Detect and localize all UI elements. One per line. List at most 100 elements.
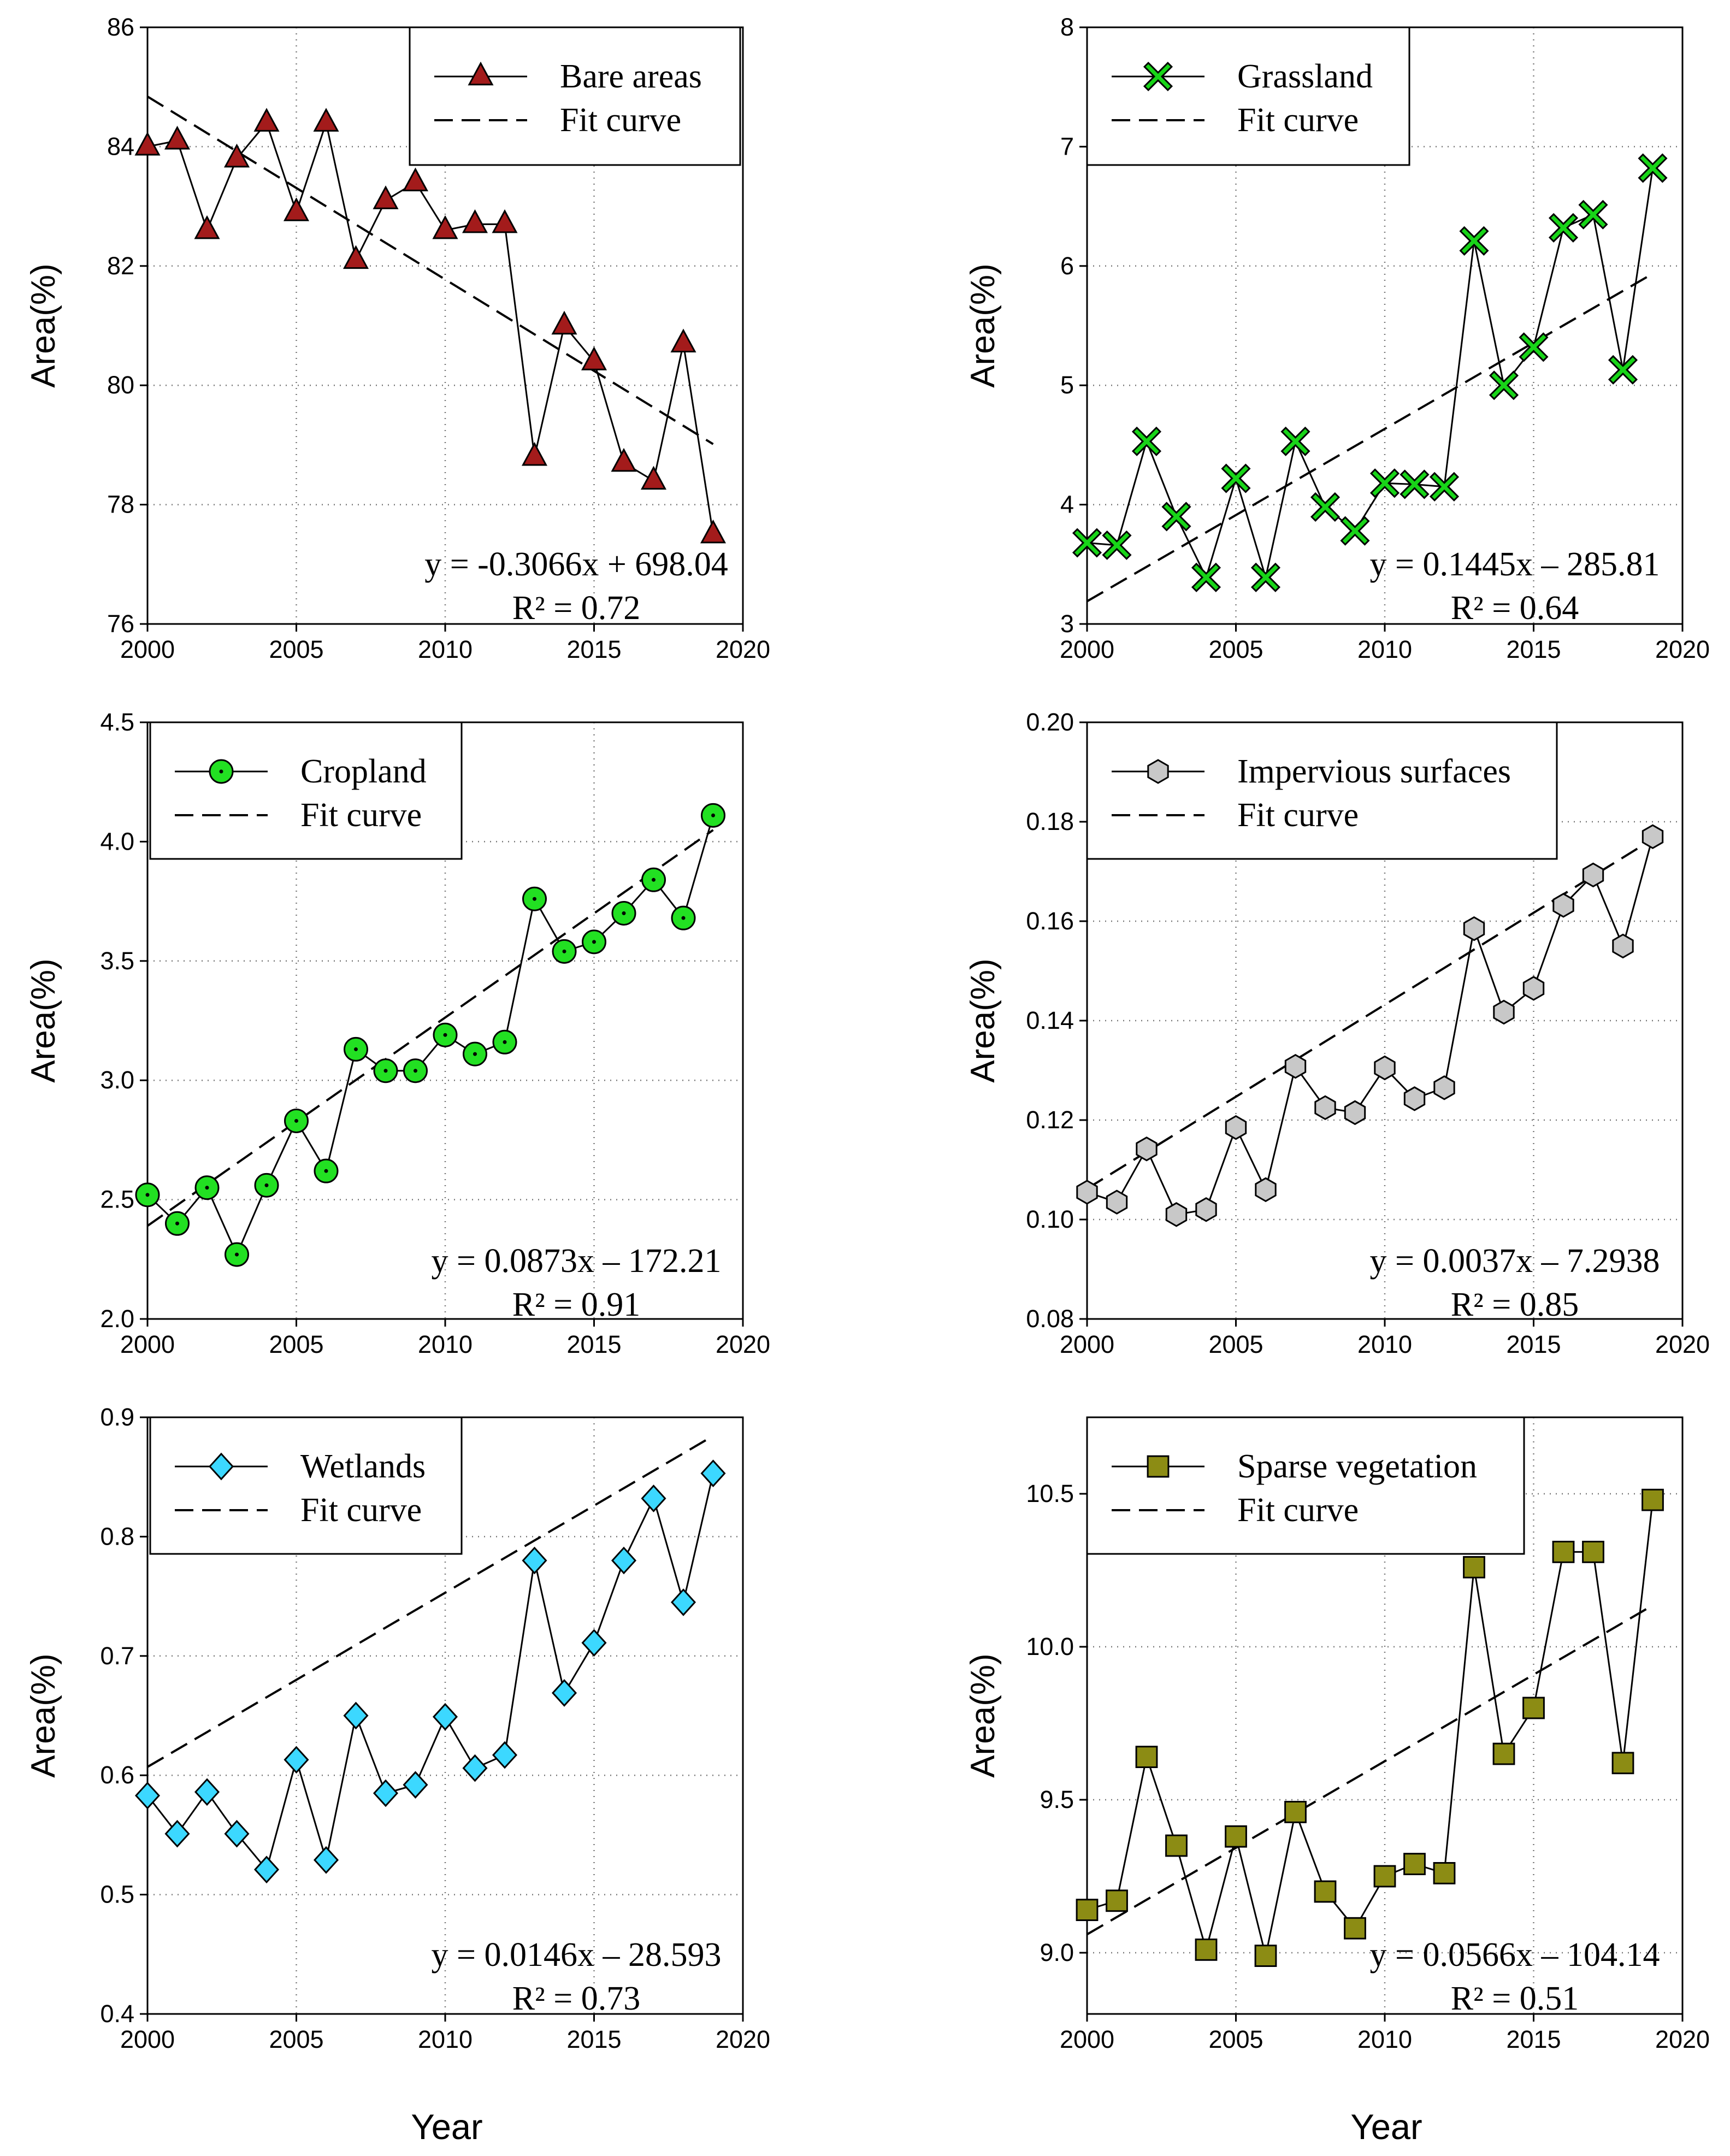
cropland-point-10-dot [443,1033,447,1037]
bare-areas-legend-box [409,26,741,166]
sparse-vegetation-legend-series-label: Sparse vegetation [1237,1448,1477,1485]
impervious-surfaces-point-13 [1463,916,1485,941]
wetlands-point-1 [164,1819,190,1848]
impervious-surfaces-ytick-label-1: 0.10 [1026,1205,1074,1233]
impervious-surfaces-xtick-label-3: 2015 [1506,1330,1561,1358]
sparse-vegetation-point-15 [1522,1696,1545,1719]
grassland-point-2 [1131,426,1162,456]
bare-areas-legend-marker [468,61,494,86]
sparse-vegetation-point-18 [1611,1752,1634,1775]
cropland-point-17-dot [652,877,656,882]
grassland-point-4-stroke-b [1194,565,1219,590]
bare-areas-point-1 [164,126,191,150]
grassland-point-3-stroke-b [1164,504,1189,529]
impervious-surfaces-ytick-label-3: 0.14 [1026,1006,1074,1034]
sparse-vegetation-equation: y = 0.0566x – 104.14 [1370,1936,1660,1974]
sparse-vegetation-ytick-label-0: 9.0 [1040,1939,1074,1966]
sparse-vegetation-xtick-label-2: 2010 [1357,2025,1412,2053]
cropland-ytick-label-2: 3.0 [100,1066,134,1094]
bare-areas-point-19 [700,519,727,544]
wetlands-point-8 [373,1779,399,1807]
grassland-xtick-label-2: 2010 [1357,635,1412,663]
sparse-vegetation-point-14 [1492,1742,1515,1765]
cropland-point-4 [254,1173,279,1198]
grassland-ytick-label-4: 7 [1060,132,1074,160]
wetlands-point-11 [462,1754,488,1782]
cropland-point-6 [314,1158,339,1183]
wetlands-ytick-label-5: 0.9 [100,1403,134,1431]
wetlands-legend-marker [208,1452,234,1481]
grassland-point-7-stroke-b [1283,429,1308,454]
cropland-point-2 [194,1175,220,1200]
cropland-point-2-dot [205,1186,209,1190]
cropland-xtick-label-4: 2020 [716,1330,770,1358]
impervious-surfaces-xtick-label-4: 2020 [1655,1330,1710,1358]
wetlands-xtick-label-4: 2020 [716,2025,770,2053]
sparse-vegetation-point-5 [1225,1825,1247,1848]
sparse-vegetation-point-19 [1642,1488,1664,1511]
grassland-point-1 [1102,530,1132,560]
sparse-vegetation-legend-fit-label: Fit curve [1237,1492,1359,1529]
bare-areas-legend-series-label: Bare areas [560,58,702,95]
bare-areas-xtick-label-0: 2000 [120,635,175,663]
sparse-vegetation-point-9 [1344,1917,1366,1940]
sparse-vegetation-point-2 [1135,1746,1158,1768]
wetlands-point-16 [611,1546,637,1575]
x-axis-title-left: Year [411,2107,482,2147]
cropland-point-1-dot [175,1221,179,1226]
impervious-surfaces-xtick-label-2: 2010 [1357,1330,1412,1358]
cropland-point-4-dot [264,1183,269,1187]
grassland-point-0-stroke-b [1074,530,1100,556]
bare-areas-xtick-label-1: 2005 [269,635,323,663]
wetlands-xtick-label-0: 2000 [120,2025,175,2053]
cropland-point-5 [284,1108,309,1133]
bare-areas-equation: y = -0.3066x + 698.04 [424,546,728,583]
bare-areas-point-6 [313,108,339,132]
cropland-point-14 [552,939,577,964]
sparse-vegetation-point-4 [1195,1939,1218,1961]
grassland-point-10 [1369,468,1400,498]
impervious-surfaces-point-11 [1403,1086,1426,1111]
bare-areas-point-15 [581,346,607,370]
grassland-point-17-stroke-b [1580,202,1606,227]
impervious-surfaces-point-18 [1612,933,1634,959]
wetlands-ytick-label-4: 0.8 [100,1522,134,1550]
wetlands-point-4 [253,1855,280,1884]
grassland-ytick-label-3: 6 [1060,252,1074,280]
sparse-vegetation-legend-marker [1147,1455,1170,1478]
cropland-point-9-dot [414,1069,417,1073]
impervious-surfaces-point-17 [1582,862,1604,888]
bare-areas-point-18 [670,328,696,352]
grassland-point-19 [1638,153,1668,183]
cropland-legend-box [149,721,463,860]
wetlands-xtick-label-1: 2005 [269,2025,323,2053]
wetlands-point-9 [403,1771,428,1799]
impervious-surfaces-point-0 [1076,1180,1098,1205]
bare-areas-point-7 [343,245,369,269]
grassland-point-11 [1400,469,1430,499]
bare-areas-ytick-label-0: 76 [107,610,134,638]
cropland-legend-marker-dot [219,769,223,774]
impervious-surfaces-point-9 [1344,1100,1366,1126]
cropland-point-13-dot [533,897,536,901]
grassland-point-9 [1340,516,1370,546]
sparse-vegetation-point-16 [1552,1541,1575,1563]
grassland-ytick-label-5: 8 [1060,13,1074,41]
grassland-point-5 [1221,463,1251,493]
impervious-surfaces-fit-line [1086,838,1654,1190]
impervious-surfaces-ytick-label-4: 0.16 [1026,907,1074,935]
impervious-surfaces-point-3 [1165,1202,1188,1227]
sparse-vegetation-ylabel: Area(%) [964,1653,1002,1777]
cropland-point-8-dot [383,1069,388,1073]
grassland-xtick-label-1: 2005 [1208,635,1263,663]
wetlands-point-10 [432,1703,458,1731]
cropland-point-8 [373,1058,398,1083]
cropland-point-15-dot [592,940,596,944]
cropland-point-7 [344,1036,368,1062]
grassland-point-13-stroke-b [1461,228,1487,254]
grassland-equation: y = 0.1445x – 285.81 [1370,546,1660,583]
impervious-surfaces-point-1 [1106,1189,1128,1215]
cropland-point-16-dot [622,911,626,915]
panel-cropland: 2000 2005 2010 2015 2020 2.0 2.5 3.0 3.5 4.0 4.5 Ar… [25,708,770,1358]
